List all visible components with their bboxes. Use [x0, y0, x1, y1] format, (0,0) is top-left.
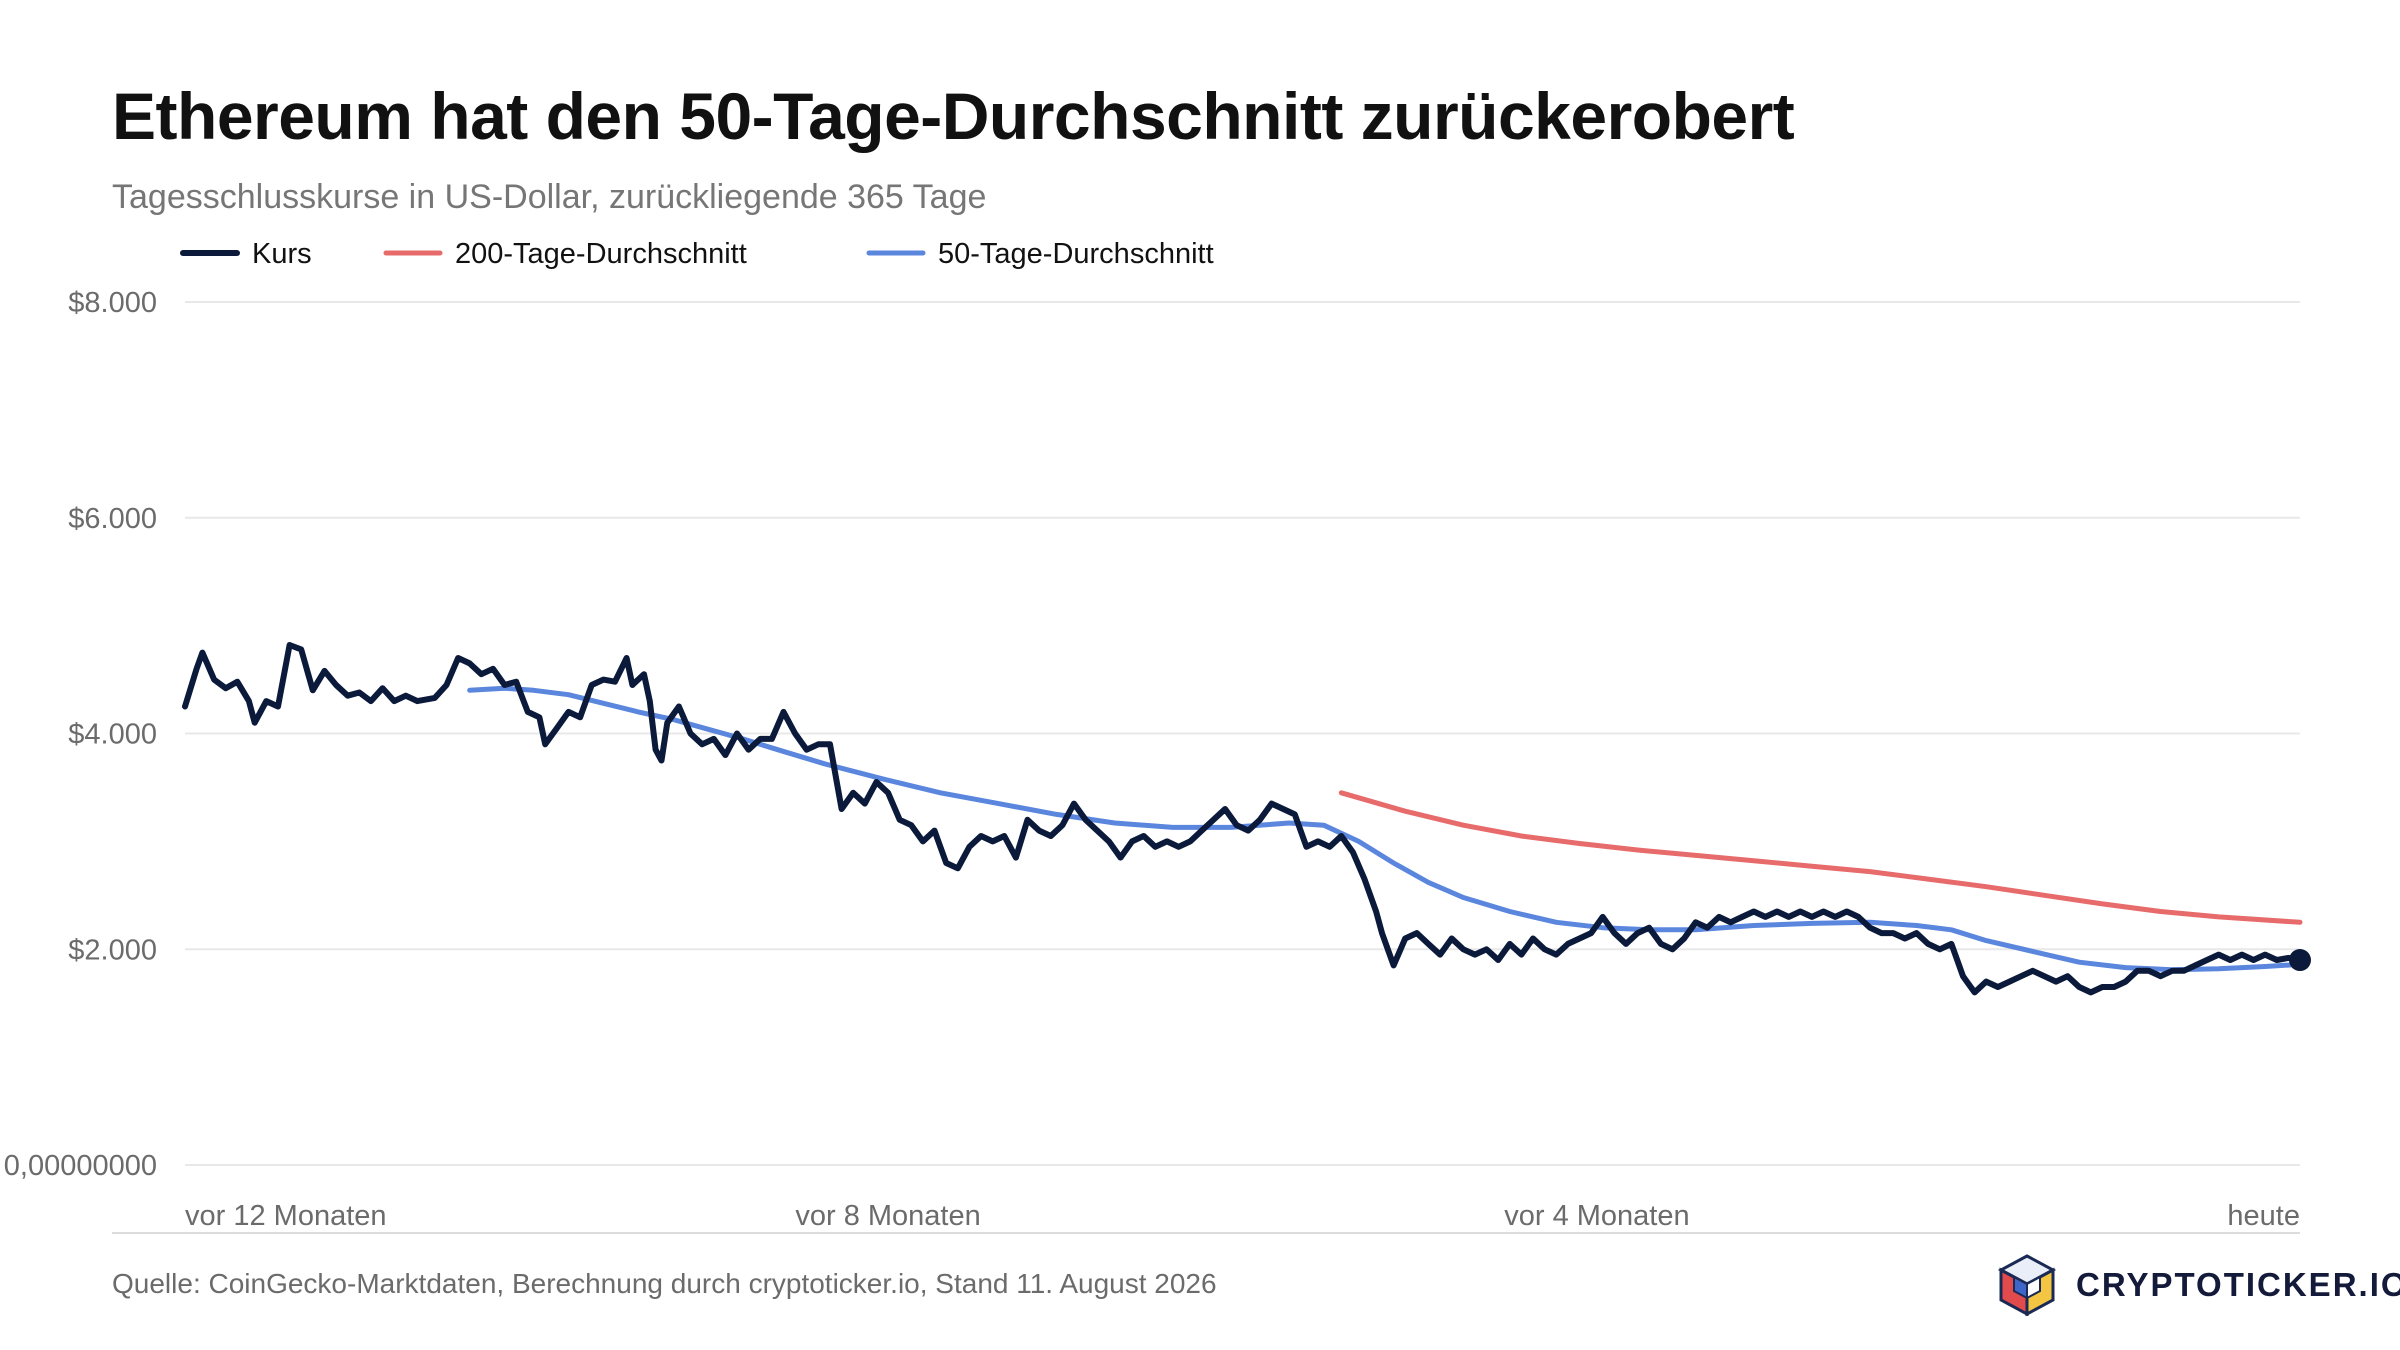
series-line-ma200 — [1338, 790, 2303, 925]
brand[interactable]: CRYPTOTICKER.IO — [1996, 1254, 2400, 1316]
y-tick-label: $4.000 — [68, 719, 157, 751]
series-line-ma50 — [467, 685, 2303, 973]
series-line-kurs — [182, 642, 2303, 996]
x-axis: vor 12 Monaten vor 8 Monaten vor 4 Monaten… — [185, 1200, 2300, 1232]
cube-logo-icon — [1997, 1254, 2057, 1316]
series-layer — [182, 642, 2311, 996]
brand-name: CRYPTOTICKER.IO — [2076, 1266, 2400, 1303]
y-axis: 0,00000000 $2.000 $4.000 $6.000 $8.000 — [4, 287, 157, 1182]
x-tick-label: heute — [2227, 1200, 2300, 1232]
legend-label-kurs: Kurs — [252, 238, 312, 270]
x-tick-label: vor 12 Monaten — [185, 1200, 387, 1232]
y-tick-label: $6.000 — [68, 503, 157, 535]
x-tick-label: vor 8 Monaten — [795, 1200, 980, 1232]
source-note: Quelle: CoinGecko-Marktdaten, Berechnung… — [112, 1268, 1217, 1299]
legend: Kurs 200-Tage-Durchschnitt 50-Tage-Durch… — [180, 238, 1214, 270]
legend-label-ma200: 200-Tage-Durchschnitt — [455, 238, 747, 270]
x-tick-label: vor 4 Monaten — [1504, 1200, 1689, 1232]
current-price-point — [2289, 949, 2311, 972]
y-tick-label: $8.000 — [68, 287, 157, 319]
grid-lines — [112, 301, 2300, 1234]
legend-label-ma50: 50-Tage-Durchschnitt — [938, 238, 1214, 270]
chart-subtitle: Tagesschlusskurse in US-Dollar, zurückli… — [112, 178, 987, 216]
y-tick-label: $2.000 — [68, 934, 157, 966]
chart-title: Ethereum hat den 50-Tage-Durchschnitt zu… — [112, 79, 1795, 153]
y-tick-label: 0,00000000 — [4, 1150, 157, 1182]
